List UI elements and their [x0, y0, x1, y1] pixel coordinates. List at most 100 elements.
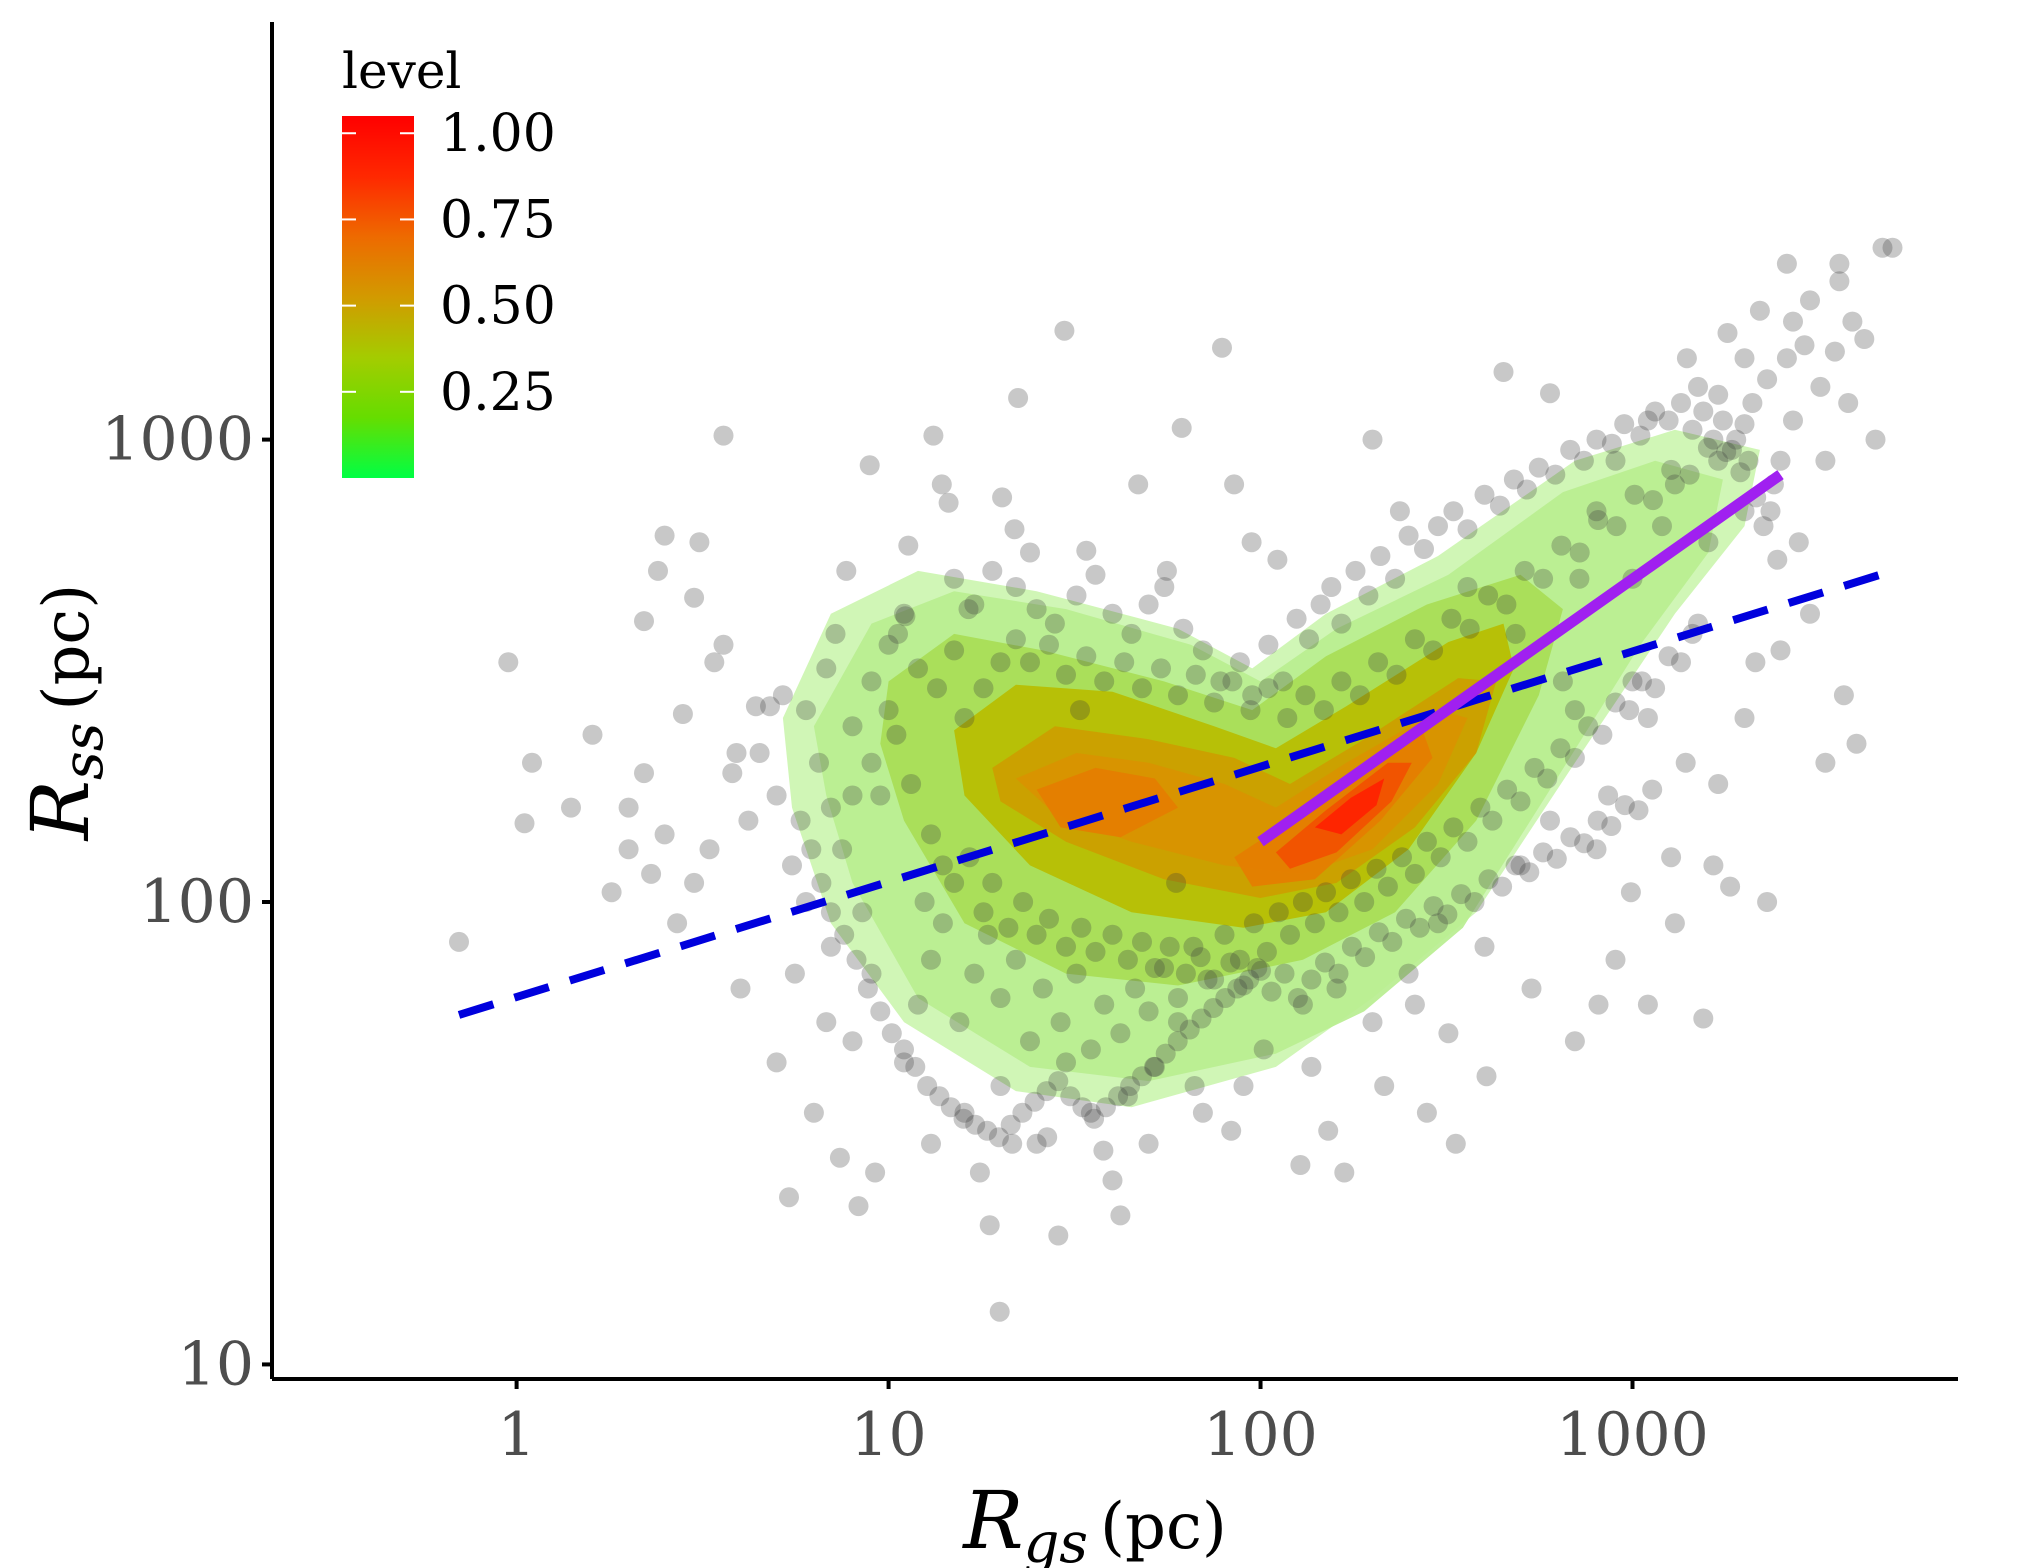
scatter-point-145: [1586, 839, 1607, 860]
scatter-point-45: [1020, 542, 1040, 563]
scatter-point-89: [1637, 708, 1658, 728]
scatter-point-66: [1290, 1155, 1311, 1175]
scatter-point-363: [1464, 892, 1485, 912]
scatter-point-119: [1726, 429, 1747, 450]
scatter-point-209: [1242, 685, 1263, 706]
scatter-point-217: [1345, 560, 1366, 581]
scatter-point-87: [1598, 785, 1619, 806]
scatter-point-157: [1233, 1076, 1254, 1096]
scatter-point-257: [977, 924, 998, 945]
scatter-point-317: [894, 603, 914, 624]
scatter-point-64: [1253, 1039, 1274, 1060]
scatter-point-132: [1605, 450, 1626, 471]
scatter-point-197: [1026, 599, 1047, 620]
scatter-point-315: [861, 671, 882, 692]
scatter-point-275: [1243, 913, 1264, 934]
scatter-point-352: [1315, 952, 1335, 973]
scatter-point-335: [1071, 917, 1092, 938]
scatter-point-219: [1370, 546, 1391, 566]
scatter-point-242: [1693, 401, 1714, 422]
scatter-point-156: [1292, 994, 1313, 1015]
scatter-point-7: [654, 525, 675, 546]
scatter-point-129: [1652, 516, 1672, 537]
scatter-point-90: [1661, 847, 1682, 868]
scatter-point-245: [1721, 439, 1742, 460]
scatter-point-2: [514, 813, 535, 834]
scatter-point-69: [1334, 1162, 1355, 1183]
scatter-point-292: [1457, 831, 1478, 852]
scatter-point-307: [1658, 646, 1679, 667]
scatter-point-240: [1671, 393, 1691, 413]
scatter-point-409: [1533, 568, 1554, 589]
scatter-point-211: [1273, 671, 1294, 692]
scatter-point-361: [1437, 904, 1458, 925]
scatter-point-383: [1056, 664, 1076, 685]
scatter-point-175: [749, 743, 770, 763]
x-tick-label-1: 10: [850, 1400, 926, 1470]
legend-ticks: 0.25 0.50 0.75 1.00: [342, 104, 556, 423]
scatter-point-171: [820, 936, 841, 957]
scatter-point-199: [1066, 585, 1087, 606]
scatter-point-339: [1132, 931, 1152, 952]
scatter-point-112: [1776, 253, 1797, 274]
scatter-point-165: [990, 1076, 1011, 1096]
scatter-point-449: [1120, 1076, 1141, 1096]
scatter-point-15: [726, 743, 747, 763]
scatter-point-224: [1443, 501, 1464, 522]
scatter-point-329: [982, 872, 1003, 893]
scatter-point-267: [1125, 978, 1146, 999]
scatter-point-167: [921, 1133, 941, 1154]
scatter-point-22: [784, 963, 805, 984]
scatter-point-276: [1256, 941, 1277, 962]
scatter-point-332: [1026, 924, 1047, 945]
scatter-point-183: [618, 839, 639, 860]
scatter-point-44: [1008, 388, 1029, 408]
y-axis-symbol: R: [14, 780, 107, 842]
scatter-point-193: [944, 640, 965, 661]
scatter-point-149: [1708, 774, 1729, 794]
scatter-point-351: [1301, 969, 1322, 990]
scatter-point-430: [894, 1039, 914, 1060]
scatter-point-269: [1154, 958, 1174, 978]
scatter-point-57: [1166, 872, 1187, 893]
scatter-point-134: [1676, 348, 1697, 369]
scatter-point-321: [820, 797, 841, 818]
scatter-point-168: [894, 1052, 914, 1073]
scatter-point-320: [842, 785, 863, 806]
scatter-point-58: [1171, 417, 1192, 438]
scatter-point-406: [1478, 585, 1499, 606]
scatter-point-115: [1688, 376, 1708, 397]
legend-title: level: [342, 42, 461, 100]
scatter-point-328: [973, 902, 994, 923]
scatter-point-26: [836, 560, 857, 581]
scatter-point-382: [1039, 634, 1059, 655]
scatter-point-95: [1734, 348, 1755, 369]
scatter-point-116: [1742, 393, 1763, 413]
scatter-point-338: [1117, 949, 1138, 970]
scatter-point-366: [1505, 855, 1526, 876]
scatter-point-358: [1396, 908, 1416, 929]
scatter-point-355: [1355, 947, 1376, 968]
scatter-point-365: [1492, 876, 1513, 897]
y-axis-subscript: ss: [51, 723, 116, 780]
scatter-point-191: [908, 658, 928, 679]
scatter-point-418: [1697, 437, 1718, 458]
scatter-point-109: [1842, 311, 1863, 332]
scatter-point-17: [745, 696, 766, 717]
scatter-point-228: [1503, 469, 1524, 490]
scatter-point-222: [1414, 539, 1434, 559]
scatter-point-343: [1190, 947, 1211, 968]
scatter-point-184: [601, 882, 622, 903]
scatter-point-10: [689, 532, 710, 553]
scatter-point-154: [1362, 1012, 1383, 1033]
scatter-point-323: [921, 824, 941, 845]
scatter-point-423: [811, 872, 832, 893]
scatter-point-55: [1144, 1056, 1165, 1077]
scatter-point-263: [1066, 963, 1087, 984]
scatter-point-374: [1614, 795, 1635, 816]
scatter-point-231: [1545, 464, 1566, 485]
scatter-point-378: [973, 678, 994, 699]
scatter-point-261: [1032, 978, 1053, 999]
scatter-point-431: [905, 1056, 926, 1077]
svg-text:Rgs(pc): Rgs (pc): [961, 1474, 1227, 1568]
